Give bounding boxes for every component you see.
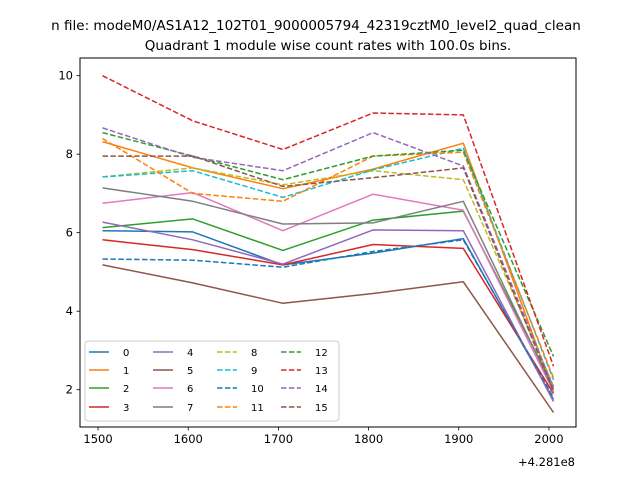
legend-label-6: 6 [187, 384, 193, 395]
legend-frame [84, 340, 340, 422]
x-tick-label: 1900 [444, 432, 473, 446]
series-line-7 [102, 187, 555, 391]
x-tick-label: 1500 [83, 432, 112, 446]
series-line-8 [102, 167, 555, 387]
x-tick-label: 1700 [264, 432, 293, 446]
series-line-13 [102, 75, 555, 367]
y-tick-label: 10 [58, 69, 73, 83]
series-line-10 [102, 239, 555, 398]
series-line-11 [102, 137, 555, 379]
legend-label-1: 1 [123, 366, 129, 377]
legend-label-0: 0 [123, 348, 129, 359]
legend-label-12: 12 [315, 348, 328, 359]
x-tick-label: 1800 [354, 432, 383, 446]
legend-label-11: 11 [251, 403, 264, 414]
series-layer [102, 75, 555, 413]
chart-suptitle: n file: modeM0/AS1A12_102T01_9000005794_… [51, 18, 581, 34]
x-tick-label: 2000 [534, 432, 563, 446]
y-axis: 2 4 6 8 10 [58, 69, 80, 397]
series-line-9 [102, 147, 555, 381]
series-line-3 [102, 239, 555, 394]
y-tick-label: 4 [66, 304, 73, 318]
legend-label-9: 9 [251, 366, 257, 377]
chart-title: Quadrant 1 module wise count rates with … [145, 38, 511, 54]
y-tick-label: 8 [66, 147, 73, 161]
x-tick-label: 1600 [174, 432, 203, 446]
legend-label-8: 8 [251, 348, 257, 359]
legend-label-5: 5 [187, 366, 193, 377]
y-tick-label: 2 [66, 383, 73, 397]
series-line-15 [102, 155, 555, 392]
y-tick-label: 6 [66, 226, 73, 240]
legend-label-7: 7 [187, 403, 193, 414]
legend-label-13: 13 [315, 366, 328, 377]
legend-label-2: 2 [123, 384, 129, 395]
series-line-6 [102, 191, 555, 393]
legend-label-15: 15 [315, 403, 328, 414]
legend-label-14: 14 [315, 384, 328, 395]
series-line-5 [102, 264, 555, 413]
plot-frame [79, 57, 577, 428]
legend-label-10: 10 [251, 384, 264, 395]
x-offset-label: +4.281e8 [518, 455, 575, 469]
legend-label-3: 3 [123, 403, 129, 414]
legend-label-4: 4 [187, 348, 193, 359]
series-line-12 [102, 131, 555, 357]
x-axis: 1500 1600 1700 1800 1900 2000 [83, 427, 564, 446]
series-line-14 [102, 127, 555, 388]
series-line-4 [102, 221, 555, 402]
